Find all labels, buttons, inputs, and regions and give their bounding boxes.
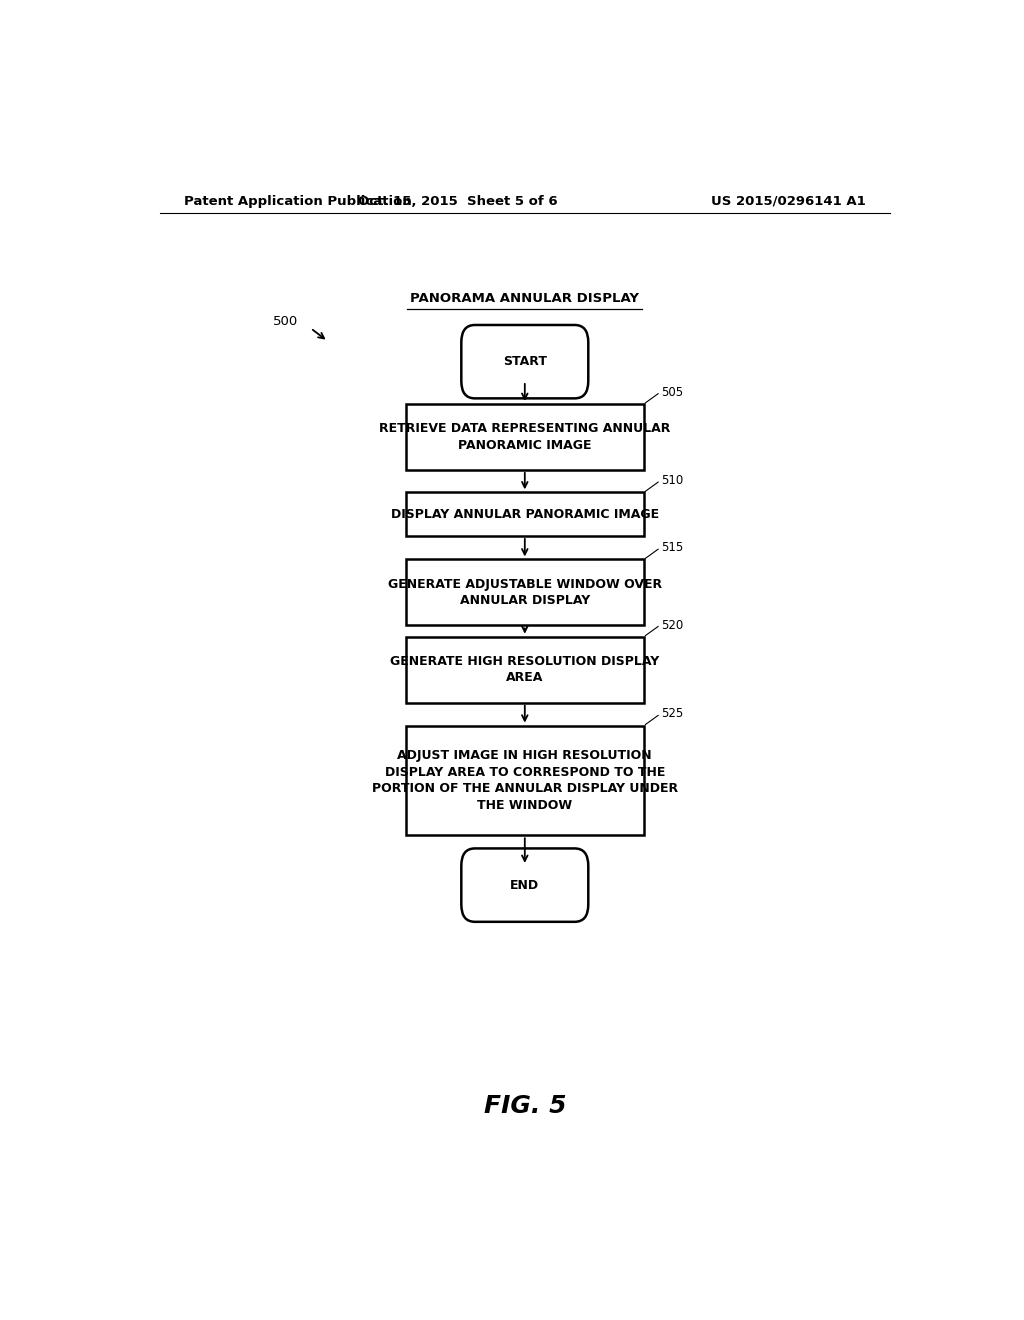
FancyBboxPatch shape <box>406 636 644 702</box>
Text: PANORAMA ANNULAR DISPLAY: PANORAMA ANNULAR DISPLAY <box>411 292 639 305</box>
Text: US 2015/0296141 A1: US 2015/0296141 A1 <box>712 194 866 207</box>
FancyBboxPatch shape <box>406 726 644 836</box>
FancyBboxPatch shape <box>406 560 644 626</box>
Text: 505: 505 <box>662 385 683 399</box>
Text: START: START <box>503 355 547 368</box>
Text: FIG. 5: FIG. 5 <box>483 1094 566 1118</box>
FancyBboxPatch shape <box>406 492 644 536</box>
FancyBboxPatch shape <box>406 404 644 470</box>
Text: GENERATE ADJUSTABLE WINDOW OVER
ANNULAR DISPLAY: GENERATE ADJUSTABLE WINDOW OVER ANNULAR … <box>388 578 662 607</box>
FancyBboxPatch shape <box>461 849 588 921</box>
Text: DISPLAY ANNULAR PANORAMIC IMAGE: DISPLAY ANNULAR PANORAMIC IMAGE <box>391 508 658 520</box>
Text: 515: 515 <box>662 541 684 554</box>
Text: GENERATE HIGH RESOLUTION DISPLAY
AREA: GENERATE HIGH RESOLUTION DISPLAY AREA <box>390 655 659 684</box>
Text: 520: 520 <box>662 619 684 631</box>
Text: 525: 525 <box>662 708 684 721</box>
Text: 500: 500 <box>273 314 299 327</box>
Text: Patent Application Publication: Patent Application Publication <box>183 194 412 207</box>
Text: END: END <box>510 879 540 891</box>
Text: RETRIEVE DATA REPRESENTING ANNULAR
PANORAMIC IMAGE: RETRIEVE DATA REPRESENTING ANNULAR PANOR… <box>379 422 671 451</box>
Text: ADJUST IMAGE IN HIGH RESOLUTION
DISPLAY AREA TO CORRESPOND TO THE
PORTION OF THE: ADJUST IMAGE IN HIGH RESOLUTION DISPLAY … <box>372 750 678 812</box>
Text: 510: 510 <box>662 474 684 487</box>
Text: Oct. 15, 2015  Sheet 5 of 6: Oct. 15, 2015 Sheet 5 of 6 <box>357 194 557 207</box>
FancyBboxPatch shape <box>461 325 588 399</box>
